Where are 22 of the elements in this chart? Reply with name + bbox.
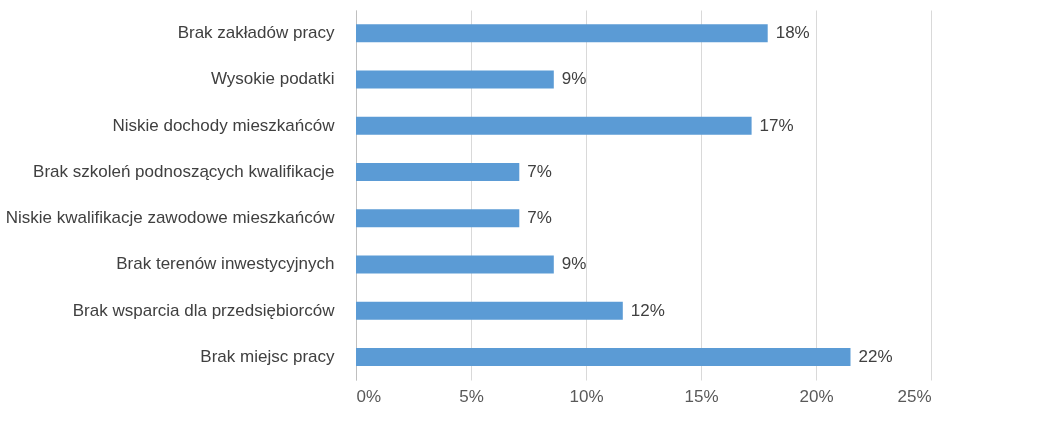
y-tick-label: Wysokie podatki: [210, 69, 335, 89]
x-tick-label: 10%: [569, 386, 604, 406]
data-label: 12%: [630, 300, 665, 320]
x-tick-label: 20%: [799, 386, 834, 406]
data-label: 7%: [527, 208, 552, 228]
x-tick-label: 15%: [684, 386, 719, 406]
data-label: 9%: [561, 254, 587, 274]
data-label: 9%: [561, 69, 587, 89]
data-label: 18%: [775, 23, 810, 43]
x-tick-label: 5%: [459, 386, 484, 406]
data-label: 17%: [759, 115, 794, 135]
y-tick-label: Niskie dochody mieszkańców: [112, 115, 336, 135]
y-tick-label: Niskie kwalifikacje zawodowe mieszkańców: [5, 208, 336, 228]
y-tick-label: Brak terenów inwestycyjnych: [116, 254, 335, 274]
x-tick-label: 0%: [356, 386, 382, 406]
data-label: 22%: [858, 346, 893, 366]
y-tick-label: Brak miejsc pracy: [200, 346, 335, 366]
y-tick-label: Brak zakładów pracy: [177, 23, 335, 43]
y-tick-label: Brak szkoleń podnoszących kwalifikacje: [33, 161, 335, 181]
x-tick-label: 25%: [897, 386, 932, 406]
data-label: 7%: [527, 161, 552, 181]
y-tick-label: Brak wsparcia dla przedsiębiorców: [72, 300, 336, 320]
